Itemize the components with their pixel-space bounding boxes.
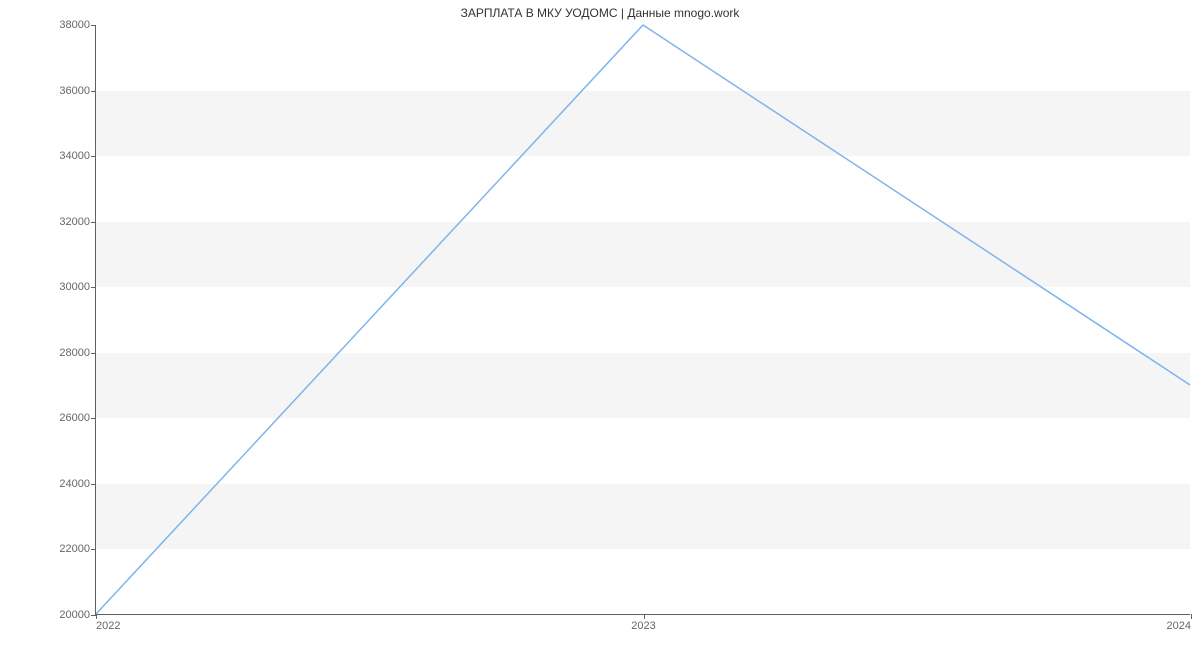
plot-area: 2000022000240002600028000300003200034000…: [95, 25, 1190, 615]
y-tick-label: 22000: [59, 543, 90, 555]
x-tick-label: 2023: [631, 620, 655, 632]
y-tick-label: 28000: [59, 347, 90, 359]
x-tick-mark: [96, 614, 97, 619]
y-tick-mark: [91, 353, 96, 354]
x-tick-label: 2024: [1167, 620, 1191, 632]
y-tick-label: 38000: [59, 19, 90, 31]
x-tick-label: 2022: [96, 620, 120, 632]
y-tick-label: 24000: [59, 478, 90, 490]
y-tick-mark: [91, 418, 96, 419]
x-tick-mark: [1191, 614, 1192, 619]
y-tick-mark: [91, 549, 96, 550]
chart-title: ЗАРПЛАТА В МКУ УОДОМС | Данные mnogo.wor…: [0, 6, 1200, 20]
y-tick-label: 20000: [59, 609, 90, 621]
y-tick-mark: [91, 156, 96, 157]
y-tick-mark: [91, 222, 96, 223]
salary-line: [96, 25, 1190, 614]
y-tick-label: 36000: [59, 85, 90, 97]
chart-line-layer: [96, 25, 1190, 614]
y-tick-mark: [91, 91, 96, 92]
y-tick-mark: [91, 484, 96, 485]
y-tick-mark: [91, 25, 96, 26]
y-tick-label: 32000: [59, 216, 90, 228]
y-tick-label: 26000: [59, 412, 90, 424]
y-tick-label: 30000: [59, 281, 90, 293]
y-tick-label: 34000: [59, 150, 90, 162]
y-tick-mark: [91, 287, 96, 288]
x-tick-mark: [644, 614, 645, 619]
